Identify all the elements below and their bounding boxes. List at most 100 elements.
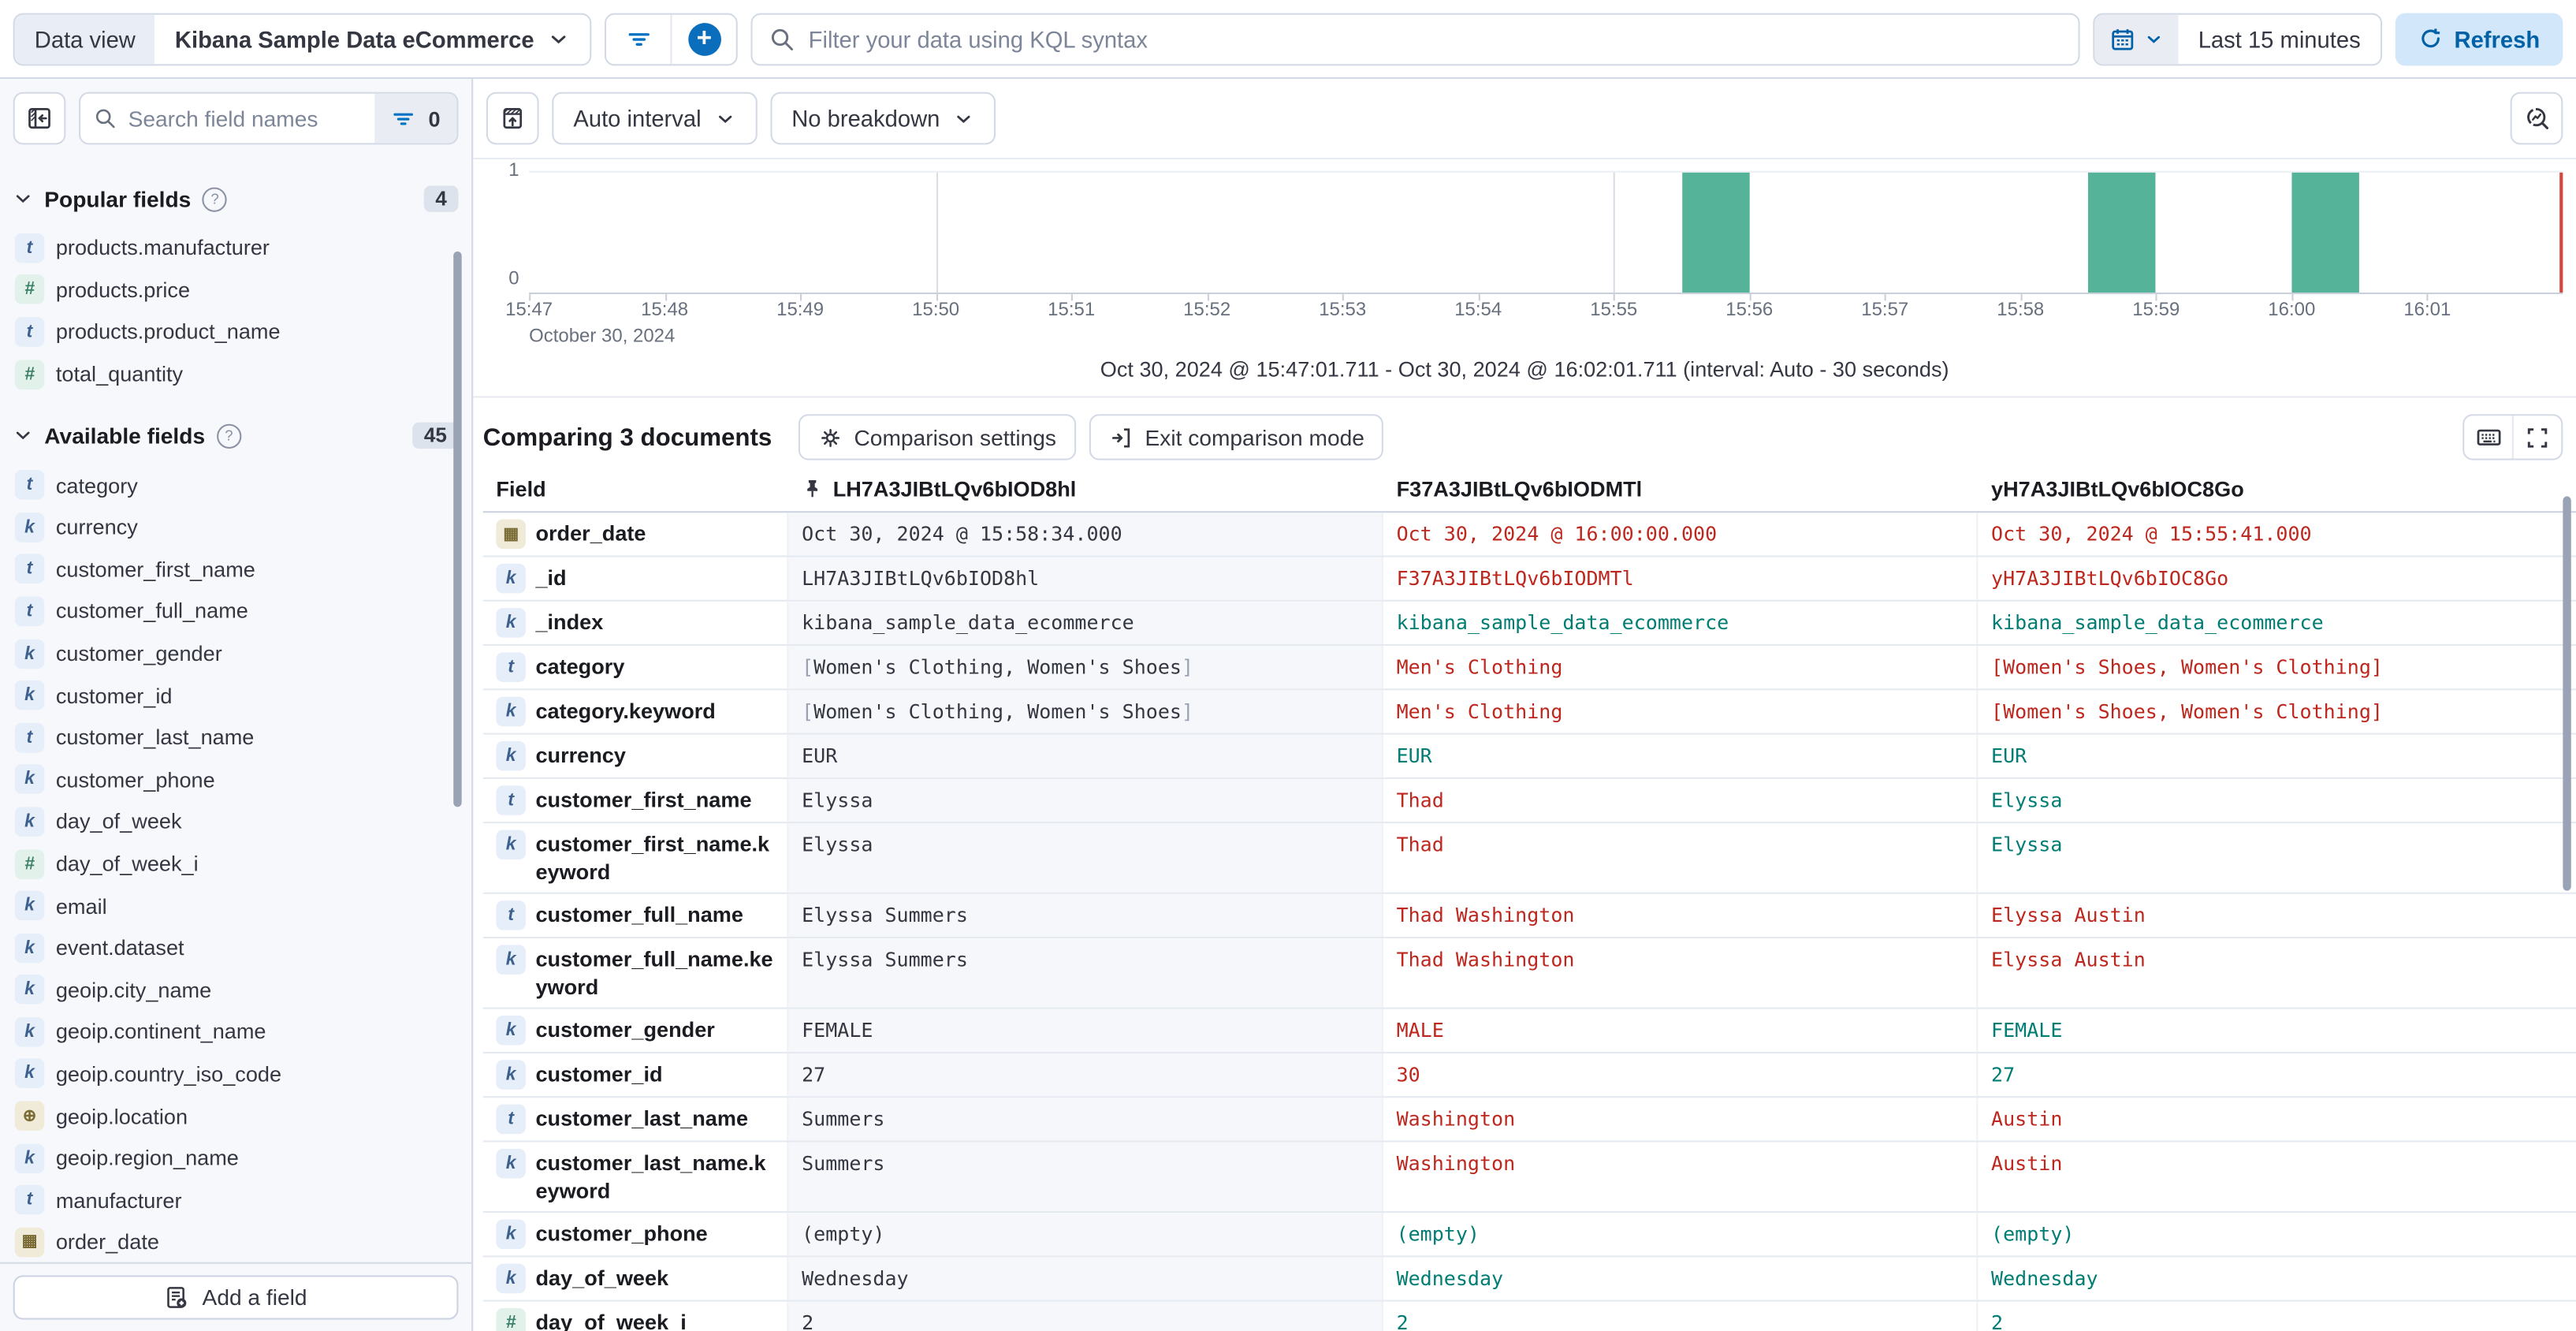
- x-axis-tick: [800, 294, 802, 301]
- doc-column-header: F37A3JIBtLQv6bIODMTl: [1396, 476, 1643, 501]
- field-name: customer_phone: [535, 1221, 708, 1246]
- doc-value-cell: Thad: [1383, 823, 1979, 893]
- kql-search-input[interactable]: Filter your data using KQL syntax: [750, 12, 2080, 65]
- data-view-picker[interactable]: Data view Kibana Sample Data eCommerce: [13, 12, 592, 65]
- field-item-geoip.location[interactable]: ⊕ geoip.location: [13, 1095, 459, 1137]
- breakdown-label: No breakdown: [791, 105, 940, 132]
- x-axis-tick: [2020, 294, 2023, 301]
- add-filter-button[interactable]: +: [670, 13, 736, 64]
- x-axis-tick-label: 15:54: [1454, 300, 1502, 321]
- x-axis-tick-label: 15:52: [1183, 300, 1231, 321]
- field-filter-button[interactable]: 0: [374, 93, 457, 144]
- x-axis-tick: [1342, 294, 1345, 301]
- hide-chart-button[interactable]: [486, 91, 539, 145]
- time-range-value[interactable]: Last 15 minutes: [2198, 25, 2361, 52]
- fullscreen-button[interactable]: [2511, 416, 2562, 459]
- field-cell: k _id: [483, 557, 789, 600]
- field-name: category.keyword: [535, 698, 716, 724]
- chart-controls: Auto interval No breakdown: [473, 79, 2576, 160]
- x-axis-tick: [2156, 294, 2158, 301]
- collapse-sidebar-button[interactable]: [13, 91, 66, 145]
- breakdown-dropdown[interactable]: No breakdown: [770, 91, 996, 145]
- field-cell: t customer_full_name: [483, 893, 789, 937]
- gridline: [936, 172, 938, 293]
- field-item-total_quantity[interactable]: # total_quantity: [13, 353, 459, 395]
- available-fields-count: 45: [412, 423, 459, 449]
- chart-plot-area[interactable]: [529, 170, 2563, 295]
- keyword-field-icon: k: [14, 933, 45, 963]
- field-item-customer_gender[interactable]: k customer_gender: [13, 632, 459, 674]
- field-item-customer_last_name[interactable]: t customer_last_name: [13, 717, 459, 759]
- available-fields-header[interactable]: Available fields ? 45: [13, 418, 459, 454]
- add-field-button[interactable]: Add a field: [13, 1275, 459, 1320]
- popular-fields-header[interactable]: Popular fields ? 4: [13, 181, 459, 217]
- doc-value-cell: Oct 30, 2024 @ 15:58:34.000: [788, 513, 1383, 556]
- sidebar-footer: Add a field: [0, 1262, 472, 1331]
- field-item-order_date[interactable]: ▦ order_date: [13, 1221, 459, 1262]
- table-row-customer_last_name.keyword: k customer_last_name.keyword Summers Washin…: [482, 1142, 2576, 1214]
- interval-dropdown[interactable]: Auto interval: [552, 91, 758, 145]
- text-field-icon: t: [14, 317, 45, 347]
- time-picker-quick-menu[interactable]: [2094, 13, 2179, 64]
- data-view-value[interactable]: Kibana Sample Data eCommerce: [155, 14, 590, 64]
- field-item-geoip.continent_name[interactable]: k geoip.continent_name: [13, 1011, 459, 1053]
- calendar-icon: [2109, 25, 2135, 51]
- field-item-customer_id[interactable]: k customer_id: [13, 674, 459, 716]
- keyboard-shortcuts-button[interactable]: [2464, 416, 2511, 458]
- field-name: total_quantity: [55, 361, 184, 386]
- table-row-customer_first_name: t customer_first_name Elyssa Thad Elyssa: [482, 778, 2576, 824]
- top-bar: Data view Kibana Sample Data eCommerce +…: [0, 0, 2576, 80]
- field-name: customer_phone: [55, 766, 215, 792]
- field-cell: k customer_full_name.keyword: [483, 938, 789, 1008]
- x-axis-tick: [1614, 294, 1616, 301]
- field-item-geoip.city_name[interactable]: k geoip.city_name: [13, 969, 459, 1011]
- table-scrollbar[interactable]: [2563, 496, 2571, 891]
- field-item-day_of_week[interactable]: k day_of_week: [13, 800, 459, 842]
- table-row-customer_full_name: t customer_full_name Elyssa Summers Thad Wa…: [482, 893, 2576, 939]
- doc-column-header: yH7A3JIBtLQv6bIOC8Go: [1991, 476, 2244, 501]
- doc-value-cell: kibana_sample_data_ecommerce: [1383, 601, 1979, 645]
- interval-label: Auto interval: [573, 105, 702, 132]
- histogram-bar[interactable]: [2088, 172, 2157, 293]
- field-name: currency: [535, 743, 626, 768]
- field-item-customer_first_name[interactable]: t customer_first_name: [13, 548, 459, 590]
- chevron-down-icon: [13, 189, 33, 209]
- histogram-bar[interactable]: [2291, 172, 2360, 293]
- field-name: category: [535, 654, 625, 679]
- field-item-day_of_week_i[interactable]: # day_of_week_i: [13, 843, 459, 885]
- x-axis-tick: [529, 294, 531, 301]
- field-item-geoip.country_iso_code[interactable]: k geoip.country_iso_code: [13, 1053, 459, 1094]
- field-item-email[interactable]: k email: [13, 885, 459, 926]
- comparison-settings-button[interactable]: Comparison settings: [798, 414, 1076, 460]
- number-field-icon: #: [14, 848, 45, 879]
- filter-sort-icon[interactable]: [606, 14, 670, 64]
- histogram-bar[interactable]: [1681, 172, 1750, 293]
- field-name: geoip.continent_name: [55, 1020, 266, 1045]
- page-body: Search field names 0 Popular fields ? 4: [0, 79, 2576, 1331]
- field-item-category[interactable]: t category: [13, 464, 459, 506]
- keyword-field-icon: k: [14, 512, 45, 542]
- field-name: customer_gender: [55, 640, 222, 666]
- field-item-products.price[interactable]: # products.price: [13, 269, 459, 311]
- field-search-input[interactable]: Search field names: [80, 106, 374, 131]
- text-field-icon: t: [14, 470, 45, 500]
- field-item-currency[interactable]: k currency: [13, 506, 459, 548]
- field-item-customer_phone[interactable]: k customer_phone: [13, 759, 459, 800]
- field-item-products.product_name[interactable]: t products.product_name: [13, 311, 459, 352]
- field-name: geoip.city_name: [55, 977, 212, 1002]
- refresh-button[interactable]: Refresh: [2395, 12, 2563, 65]
- pin-icon[interactable]: [802, 479, 823, 500]
- field-item-customer_full_name[interactable]: t customer_full_name: [13, 591, 459, 632]
- field-item-products.manufacturer[interactable]: t products.manufacturer: [13, 227, 459, 269]
- chevron-down-icon: [714, 108, 735, 129]
- inspect-chart-button[interactable]: [2510, 91, 2563, 145]
- field-item-geoip.region_name[interactable]: k geoip.region_name: [13, 1137, 459, 1179]
- sidebar-scrollbar[interactable]: [453, 251, 462, 807]
- histogram-chart[interactable]: 1 0 15:47 15:48 15:49 15:50 15:51 15:52 15:53 1…: [473, 159, 2576, 352]
- field-item-manufacturer[interactable]: t manufacturer: [13, 1179, 459, 1221]
- date-field-icon: ▦: [496, 519, 526, 550]
- keyword-field-icon: k: [496, 1148, 526, 1179]
- exit-comparison-button[interactable]: Exit comparison mode: [1089, 414, 1384, 460]
- field-item-event.dataset[interactable]: k event.dataset: [13, 926, 459, 968]
- table-row-customer_gender: k customer_gender FEMALE MALE FEMALE: [482, 1009, 2576, 1053]
